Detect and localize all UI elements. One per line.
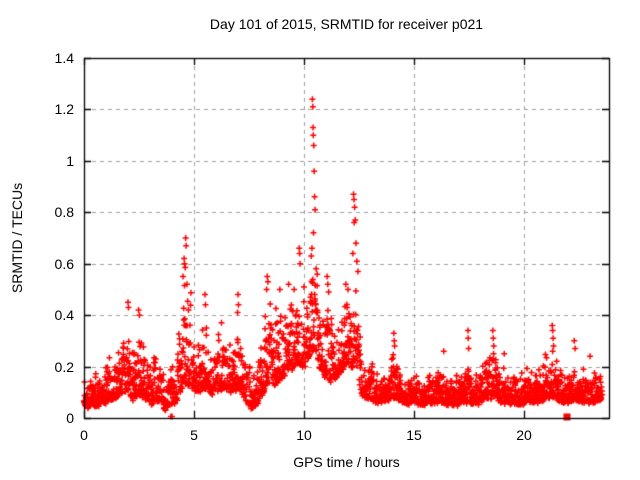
x-tick-label: 10 xyxy=(296,427,312,443)
y-tick-label: 1 xyxy=(66,152,74,169)
y-axis-label: SRMTID / TECUs xyxy=(9,182,25,294)
y-tick-label: 0.4 xyxy=(54,307,74,324)
y-tick-label: 1.4 xyxy=(54,50,74,66)
x-tick-label: 15 xyxy=(406,427,422,443)
x-tick-label: 0 xyxy=(80,427,88,443)
x-tick-label: 20 xyxy=(516,427,532,443)
y-tick-label: 0.2 xyxy=(54,358,74,375)
y-tick-label: 0.6 xyxy=(54,255,74,272)
chart-title: Day 101 of 2015, SRMTID for receiver p02… xyxy=(209,16,484,32)
y-tick-label: 0 xyxy=(66,410,74,426)
y-tick-label: 0.8 xyxy=(54,204,74,221)
x-tick-label: 5 xyxy=(190,427,198,443)
y-tick-label: 1.2 xyxy=(54,101,74,118)
x-axis-label: GPS time / hours xyxy=(293,454,400,470)
